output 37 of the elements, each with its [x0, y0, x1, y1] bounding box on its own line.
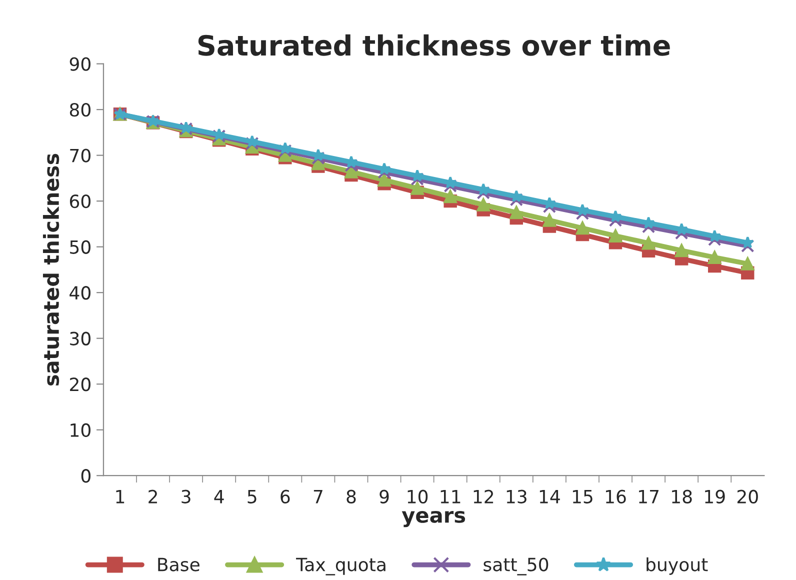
y-tick-label: 0	[81, 469, 90, 483]
y-tick-label: 10	[70, 423, 90, 437]
x-tick-label: 15	[572, 490, 592, 504]
y-tick-label: 80	[70, 103, 90, 117]
x-tick-label: 12	[474, 490, 494, 504]
x-tick-label: 9	[380, 490, 389, 504]
legend-label: Tax_quota	[296, 558, 386, 576]
y-tick-label: 40	[70, 286, 90, 300]
x-tick-label: 4	[214, 490, 224, 504]
y-tick-label: 90	[70, 57, 90, 71]
x-tick-label: 8	[346, 490, 356, 504]
y-tick-label: 60	[70, 194, 90, 208]
chart-title: Saturated thickness over time	[198, 34, 670, 56]
x-tick-label: 6	[280, 490, 290, 504]
legend-label: satt_50	[484, 558, 548, 576]
y-tick-label: 50	[70, 240, 90, 254]
x-tick-label: 1	[116, 490, 124, 504]
x-tick-label: 14	[540, 490, 560, 504]
x-tick-label: 5	[248, 490, 256, 504]
y-tick-label: 30	[70, 332, 90, 346]
x-tick-label: 7	[314, 490, 322, 504]
x-tick-label: 18	[672, 490, 692, 504]
x-tick-label: 2	[148, 490, 157, 504]
x-axis-title: years	[402, 510, 466, 528]
legend-label: buyout	[646, 557, 708, 575]
y-tick-label: 20	[70, 378, 90, 392]
x-tick-label: 20	[737, 490, 758, 504]
legend-label: Base	[158, 558, 200, 572]
x-tick-label: 17	[639, 490, 658, 504]
y-axis-title: saturated thickness	[42, 154, 60, 386]
x-tick-label: 3	[182, 490, 190, 504]
y-tick-label: 70	[70, 148, 90, 162]
x-tick-label: 19	[705, 490, 725, 504]
x-tick-label: 13	[506, 490, 526, 504]
x-tick-label: 16	[606, 490, 626, 504]
x-tick-label: 11	[440, 490, 460, 504]
x-tick-label: 10	[408, 490, 428, 504]
